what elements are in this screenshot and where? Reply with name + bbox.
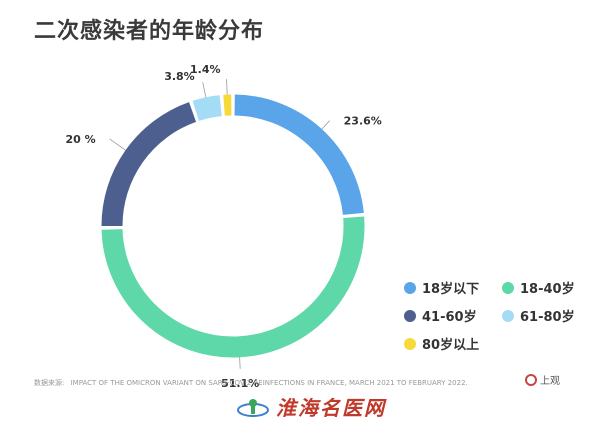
donut-slice-3 bbox=[101, 102, 197, 227]
source-text: IMPACT OF THE OMICRON VARIANT ON SARS-CO… bbox=[70, 379, 468, 387]
leader-line-3 bbox=[109, 138, 126, 151]
legend-label-3: 41-60岁 bbox=[422, 310, 477, 325]
legend-label-5: 80岁以上 bbox=[422, 338, 480, 353]
chart-title: 二次感染者的年龄分布 bbox=[34, 19, 265, 44]
legend-item-3: 41-60岁 bbox=[404, 306, 502, 325]
legend-item-4: 61-80岁 bbox=[502, 306, 594, 325]
leader-line-4 bbox=[202, 82, 207, 98]
legend-swatch-5 bbox=[404, 337, 416, 350]
data-label-2: 51.1% bbox=[221, 377, 259, 390]
legend-label-2: 18-40岁 bbox=[520, 282, 575, 297]
leader-line-2 bbox=[239, 357, 241, 369]
legend: 18岁以下 18-40岁 41-60岁 61-80岁 80岁以上 bbox=[404, 278, 594, 353]
legend-swatch-2 bbox=[502, 281, 514, 294]
watermark-logo: 淮海名医网 bbox=[236, 392, 386, 421]
legend-swatch-3 bbox=[404, 309, 416, 322]
leader-line-1 bbox=[321, 120, 330, 130]
legend-item-2: 18-40岁 bbox=[502, 278, 594, 297]
data-label-1: 23.6% bbox=[344, 115, 382, 128]
data-label-3: 20 % bbox=[65, 133, 95, 146]
shangguan-logo: 上观 bbox=[525, 372, 560, 387]
data-label-5: 1.4% bbox=[190, 63, 221, 76]
leader-line-5 bbox=[226, 79, 228, 95]
donut-slice-2 bbox=[101, 216, 365, 358]
donut-slice-1 bbox=[234, 94, 364, 216]
shangguan-logo-icon bbox=[525, 373, 537, 386]
donut-slice-4 bbox=[192, 95, 222, 121]
legend-label-4: 61-80岁 bbox=[520, 310, 575, 325]
source-note: 数据来源: IMPACT OF THE OMICRON VARIANT ON S… bbox=[34, 378, 468, 388]
data-label-4: 3.8% bbox=[164, 70, 195, 83]
legend-swatch-4 bbox=[502, 309, 514, 322]
watermark-logo-text: 淮海名医网 bbox=[276, 396, 386, 420]
shangguan-logo-text: 上观 bbox=[540, 376, 560, 387]
legend-item-5: 80岁以上 bbox=[404, 334, 502, 353]
legend-label-1: 18岁以下 bbox=[422, 282, 480, 297]
watermark-logo-icon bbox=[237, 398, 269, 417]
legend-swatch-1 bbox=[404, 281, 416, 294]
legend-item-1: 18岁以下 bbox=[404, 278, 502, 297]
source-label: 数据来源: bbox=[34, 379, 65, 387]
